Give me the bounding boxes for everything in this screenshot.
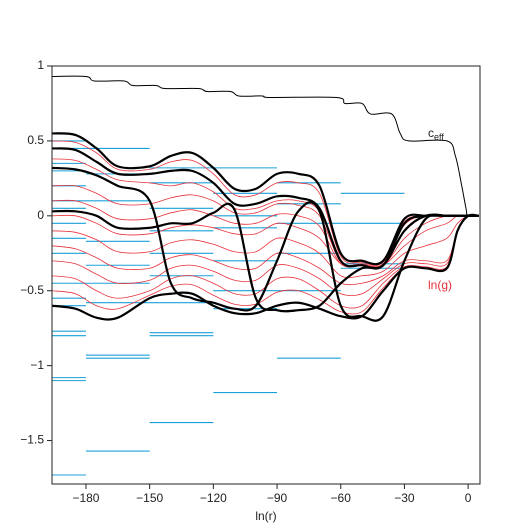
flow-curve	[52, 213, 479, 321]
flow-curve	[52, 158, 479, 268]
x-tick-label: −30	[394, 491, 415, 505]
lng-annotation: ln(g)	[428, 278, 452, 292]
flow-curve	[52, 214, 479, 309]
ceff-subscript: eff	[434, 132, 444, 142]
plot-area	[52, 75, 479, 476]
y-tick-label: 1	[37, 58, 44, 72]
flow-curve	[52, 214, 479, 297]
x-axis-label: ln(r)	[255, 509, 276, 523]
y-tick-label: −0.5	[20, 283, 44, 297]
flow-curve	[52, 214, 479, 268]
flow-curve	[52, 132, 479, 266]
ceff-annotation: ceff	[428, 126, 444, 142]
flow-curve	[52, 214, 479, 278]
y-tick-label: −1	[30, 358, 44, 372]
x-tick-label: −120	[200, 491, 227, 505]
x-tick-label: −90	[267, 491, 288, 505]
ceff-line	[52, 75, 479, 217]
flow-curve	[52, 202, 479, 313]
x-tick-label: −150	[136, 491, 163, 505]
y-tick-label: 0.5	[27, 133, 44, 147]
flow-curve	[52, 214, 479, 286]
ceff-symbol: c	[428, 126, 434, 140]
x-tick-label: 0	[465, 491, 472, 505]
x-tick-label: −180	[72, 491, 99, 505]
y-tick-label: −1.5	[20, 433, 44, 447]
y-tick-label: 0	[37, 208, 44, 222]
x-tick-label: −60	[331, 491, 352, 505]
flow-curve	[52, 199, 479, 268]
plot-frame	[51, 65, 481, 485]
